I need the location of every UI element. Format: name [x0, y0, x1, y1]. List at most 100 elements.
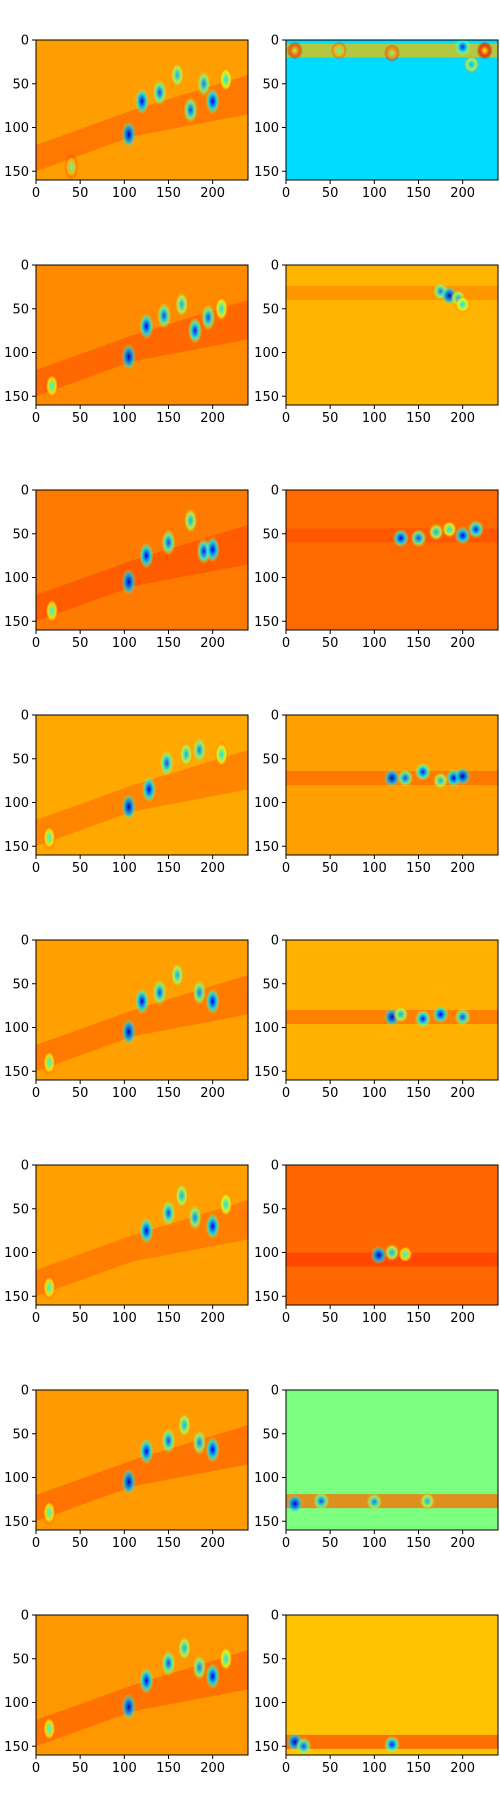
- right-5-x-tick-label: 50: [322, 1086, 339, 1101]
- heatmap-blob: [170, 962, 185, 988]
- left-5-x-tick-label: 50: [72, 1086, 89, 1101]
- right-4-x-tick-label: 100: [362, 861, 387, 876]
- left-3-y-tick-label: 50: [12, 527, 29, 542]
- left-8-x-tick-label: 100: [112, 1761, 137, 1776]
- right-2-y-tick-label: 50: [262, 302, 279, 317]
- left-4-x-tick-label: 0: [32, 861, 40, 876]
- right-2-x-tick-label: 100: [362, 411, 387, 426]
- left-1-x-tick-label: 0: [32, 186, 40, 201]
- left-2-x-tick-label: 100: [112, 411, 137, 426]
- right-8-x-tick-label: 0: [282, 1761, 290, 1776]
- left-3-y-tick-label: 150: [4, 615, 29, 630]
- right-6-x-tick-label: 50: [322, 1311, 339, 1326]
- heatmap-blob: [121, 793, 136, 820]
- left-8-y-tick-label: 150: [4, 1740, 29, 1755]
- left-3-y-tick-label: 0: [21, 484, 29, 499]
- heatmap-blob: [410, 529, 427, 548]
- left-2-x-tick-label: 0: [32, 411, 40, 426]
- left-7-y-tick-label: 150: [4, 1515, 29, 1530]
- left-2-y-tick-label: 50: [12, 302, 29, 317]
- heatmap-blob: [42, 1499, 57, 1526]
- left-1-x-tick-label: 150: [156, 186, 181, 201]
- right-5-x-tick-label: 150: [406, 1086, 431, 1101]
- right-7-x-tick-label: 150: [406, 1536, 431, 1551]
- right-8-y-tick-label: 150: [254, 1740, 279, 1755]
- right-2-x-tick-label: 0: [282, 411, 290, 426]
- heatmap-blob: [135, 88, 149, 115]
- heatmap-blob: [161, 1650, 176, 1677]
- heatmap-blob: [432, 1005, 449, 1024]
- heatmap-blob: [192, 737, 207, 763]
- heatmap-band: [286, 1494, 498, 1509]
- right-1-frame: [285, 39, 499, 181]
- heatmap-blob: [313, 1492, 330, 1511]
- left-5-y-tick-label: 150: [4, 1065, 29, 1080]
- heatmap-blob: [205, 988, 220, 1015]
- heatmap-right-5: 0 50 100 150 200 0 50 100 150: [254, 934, 499, 1101]
- right-8-x-tick-label: 200: [450, 1761, 475, 1776]
- right-8-y-tick-label: 100: [254, 1696, 279, 1711]
- left-5-y-tick-label: 100: [4, 1021, 29, 1036]
- left-2-y-tick-label: 0: [21, 259, 29, 274]
- heatmap-left-8: 0 50 100 150 200 0 50 100 150: [4, 1609, 249, 1776]
- right-6-x-tick-label: 100: [362, 1311, 387, 1326]
- right-5-x-tick-label: 0: [282, 1086, 290, 1101]
- right-2-y-tick-label: 100: [254, 346, 279, 361]
- left-6-x-tick-label: 150: [156, 1311, 181, 1326]
- heatmap-blob: [139, 313, 154, 340]
- right-8-frame: [285, 1614, 499, 1756]
- heatmap-blob: [414, 762, 431, 781]
- right-8-y-tick-label: 50: [262, 1652, 279, 1667]
- left-7-x-tick-label: 150: [156, 1536, 181, 1551]
- heatmap-blob: [441, 520, 458, 539]
- right-4-x-tick-label: 0: [282, 861, 290, 876]
- heatmap-blob: [331, 41, 347, 60]
- heatmap-blob: [397, 769, 414, 787]
- heatmap-blob: [454, 526, 471, 545]
- right-8-x-tick-label: 50: [322, 1761, 339, 1776]
- heatmap-right-7: 0 50 100 150 200 0 50 100 150: [254, 1384, 499, 1551]
- right-1-x-tick-label: 150: [406, 186, 431, 201]
- right-6-x-tick-label: 200: [450, 1311, 475, 1326]
- heatmap-background: [286, 40, 498, 180]
- left-6-y-tick-label: 100: [4, 1246, 29, 1261]
- left-3-x-tick-label: 200: [200, 636, 225, 651]
- left-7-x-tick-label: 100: [112, 1536, 137, 1551]
- left-7-x-tick-label: 200: [200, 1536, 225, 1551]
- heatmap-blob: [392, 529, 409, 548]
- heatmap-right-3: 0 50 100 150 200 0 50 100 150: [254, 484, 499, 651]
- heatmap-blob: [196, 70, 211, 97]
- left-4-x-tick-label: 100: [112, 861, 137, 876]
- right-2-x-tick-label: 150: [406, 411, 431, 426]
- heatmap-blob: [286, 1494, 303, 1513]
- left-7-y-tick-label: 50: [12, 1427, 29, 1442]
- right-2-x-tick-label: 200: [450, 411, 475, 426]
- right-1-y-tick-label: 50: [262, 77, 279, 92]
- left-5-frame: [35, 939, 249, 1081]
- left-5-x-tick-label: 200: [200, 1086, 225, 1101]
- left-8-x-tick-label: 200: [200, 1761, 225, 1776]
- right-6-x-tick-label: 150: [406, 1311, 431, 1326]
- right-4-x-tick-label: 150: [406, 861, 431, 876]
- heatmap-left-4: 0 50 100 150 200 0 50 100 150: [4, 709, 249, 876]
- heatmap-blob: [174, 291, 189, 318]
- heatmap-blob: [467, 520, 484, 539]
- left-5-x-tick-label: 0: [32, 1086, 40, 1101]
- heatmap-blob: [432, 771, 449, 790]
- heatmap-blob: [121, 1018, 136, 1045]
- right-3-y-tick-label: 0: [271, 484, 279, 499]
- heatmap-blob: [42, 1049, 57, 1076]
- left-6-x-tick-label: 50: [72, 1311, 89, 1326]
- heatmap-blob: [183, 507, 198, 534]
- right-6-y-tick-label: 50: [262, 1202, 279, 1217]
- right-2-frame: [285, 264, 499, 406]
- heatmap-blob: [201, 304, 216, 331]
- right-3-x-tick-label: 50: [322, 636, 339, 651]
- heatmap-blob: [161, 1200, 176, 1227]
- heatmap-blob: [42, 824, 57, 851]
- left-4-frame: [35, 714, 249, 856]
- heatmap-right-1: 0 50 100 150 200 0 50 100 150: [254, 34, 499, 201]
- right-7-x-tick-label: 100: [362, 1536, 387, 1551]
- heatmap-blob: [454, 295, 471, 314]
- heatmap-blob: [192, 1654, 207, 1681]
